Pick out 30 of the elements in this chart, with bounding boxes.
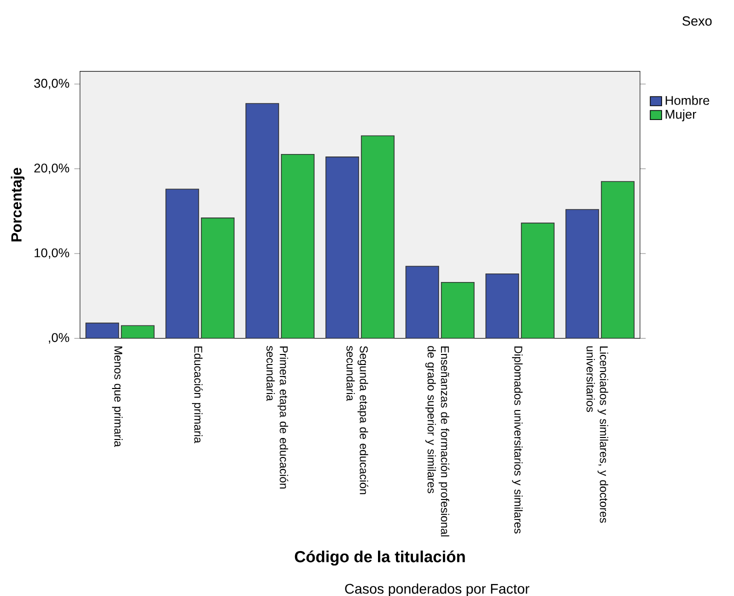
x-tick-label: Menos que primaria <box>112 346 123 447</box>
bar <box>201 218 234 338</box>
x-tick-label: Enseñanzas de formación profesional de grado superior y similares <box>425 346 450 536</box>
legend-label: Mujer <box>666 109 696 122</box>
y-tick-label: 20,0% <box>34 164 70 174</box>
bar <box>246 104 279 338</box>
bar <box>121 326 154 338</box>
bar <box>406 266 439 338</box>
bar <box>281 154 314 338</box>
y-tick-label: 10,0% <box>34 248 70 259</box>
bar <box>441 282 474 338</box>
bar <box>86 323 119 338</box>
x-tick-label: Educación primaria <box>192 346 203 444</box>
legend-title: Sexo <box>682 16 712 26</box>
bar <box>486 274 519 338</box>
y-tick-label: 30,0% <box>34 78 70 90</box>
bar <box>326 156 359 338</box>
y-tick-label: ,0% <box>48 333 70 344</box>
bar <box>600 181 635 338</box>
bar <box>361 136 394 338</box>
bar <box>166 189 199 338</box>
x-tick-label: Primera etapa de educación secundaria <box>266 346 288 488</box>
x-axis-title: Código de la titulación <box>294 550 465 566</box>
bar <box>521 223 554 338</box>
y-axis-title: Porcentaje <box>10 168 25 242</box>
x-tick-label: Diplomados universitarios y similares <box>512 346 523 534</box>
bar <box>565 209 600 338</box>
legend-label: Hombre <box>666 96 710 105</box>
x-tick-label: Licenciados y similares, y doctores universitarios <box>586 346 608 523</box>
x-tick-label: Segunda etapa de educación secundaria <box>346 346 368 494</box>
